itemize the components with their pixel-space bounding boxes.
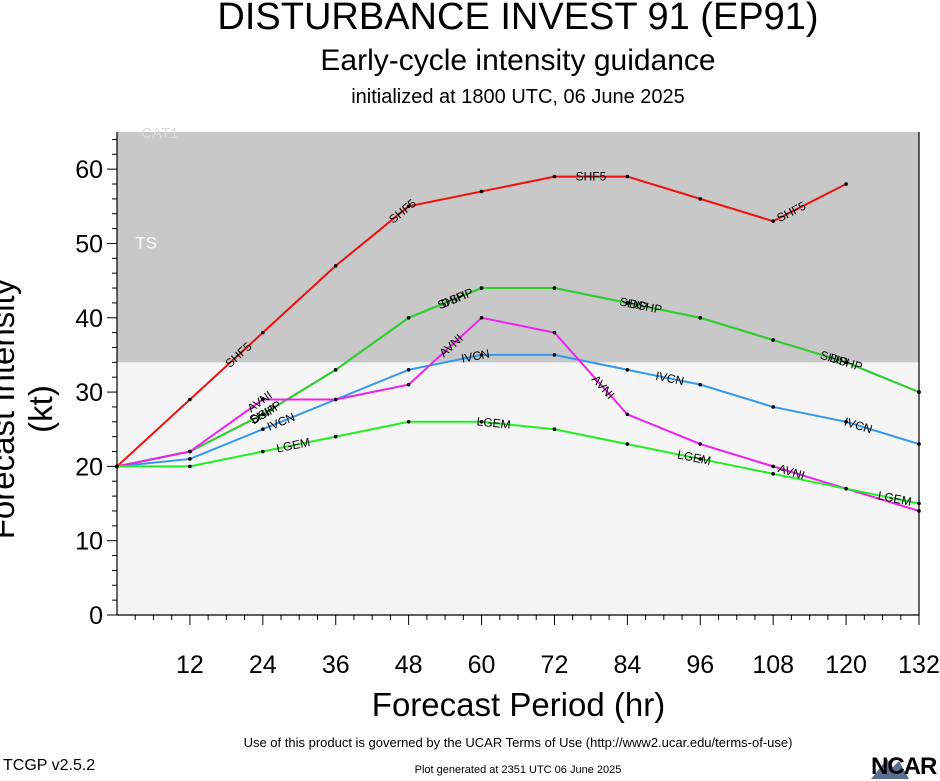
data-point-shf5 (698, 197, 703, 201)
y-tick-label: 0 (89, 602, 103, 630)
data-point-ship (406, 315, 411, 320)
x-tick-label: 12 (176, 651, 204, 679)
data-point-avni (625, 412, 630, 417)
data-point-avni (406, 382, 411, 387)
band-ts (117, 139, 919, 363)
data-point-lgem (771, 472, 775, 476)
series-label-lgem: LGEM (676, 447, 712, 468)
terms-of-use: Use of this product is governed by the U… (243, 735, 793, 750)
version-label: TCGP v2.5.2 (3, 757, 96, 774)
x-axis-label: Forecast Period (hr) (371, 686, 666, 723)
chart-title: DISTURBANCE INVEST 91 (EP91) (217, 0, 819, 38)
y-tick-label: 60 (75, 156, 103, 184)
data-point-lgem (698, 457, 703, 461)
data-point-ship (261, 412, 265, 417)
y-tick-label: 40 (75, 305, 103, 333)
series-label-lgem: LGEM (476, 414, 511, 431)
data-point-lgem (261, 449, 265, 454)
data-point-lgem (552, 427, 557, 432)
data-point-ship (844, 360, 848, 365)
x-tick-label: 108 (752, 651, 794, 679)
data-point-avni (771, 464, 775, 469)
data-point-lgem (844, 486, 848, 491)
init-time: initialized at 1800 UTC, 06 June 2025 (351, 86, 685, 108)
data-point-lgem (188, 464, 192, 469)
data-point-shf5 (844, 182, 848, 186)
y-tick-label: 10 (75, 528, 103, 556)
data-point-ivcn (698, 382, 703, 387)
data-point-ship (552, 286, 557, 290)
data-point-lgem (333, 434, 338, 439)
series-label-lgem: LGEM (877, 488, 913, 509)
ncar-logo-icon (871, 759, 909, 779)
x-tick-label: 120 (825, 651, 867, 679)
x-tick-label: 132 (898, 651, 940, 679)
data-point-shf5 (333, 263, 338, 268)
data-point-ivcn (625, 367, 630, 372)
data-point-ivcn (771, 405, 775, 409)
data-point-avni (552, 330, 557, 335)
series-label-ivcn: IVCN (654, 369, 685, 388)
data-point-ship (479, 286, 484, 290)
data-point-avni (698, 442, 703, 446)
series-line-lgem (117, 420, 920, 505)
x-tick-label: 84 (613, 651, 641, 679)
data-point-ivcn (552, 353, 557, 357)
band-cat1 (117, 132, 919, 140)
ncar-logo-text: NCAR (871, 753, 937, 780)
x-tick-label: 36 (322, 651, 350, 679)
data-point-avni (261, 397, 265, 402)
generated-time: Plot generated at 2351 UTC 06 June 2025 (414, 764, 622, 776)
y-tick-label: 30 (75, 379, 103, 407)
x-tick-label: 60 (468, 651, 496, 679)
data-point-lgem (406, 420, 411, 424)
data-point-lgem (479, 420, 484, 424)
series-label-ivcn: IVCN (460, 346, 491, 365)
data-point-ship (333, 367, 338, 372)
y-tick-label: 20 (75, 453, 103, 481)
x-tick-label: 96 (686, 651, 714, 679)
band-label-ts: TS (135, 234, 157, 253)
band-label-cat1: CAT1 (141, 125, 178, 142)
chart-subtitle: Early-cycle intensity guidance (320, 44, 716, 77)
x-tick-label: 24 (249, 651, 277, 679)
x-tick-label: 72 (541, 651, 569, 679)
data-point-ivcn (188, 457, 192, 461)
data-point-avni (333, 397, 338, 402)
data-point-shf5 (479, 189, 484, 194)
data-point-shf5 (552, 174, 557, 179)
y-tick-label: 50 (75, 230, 103, 258)
data-point-ship (698, 315, 703, 320)
y-axis-label: Forecast Intensity (kt) (0, 278, 59, 540)
data-point-ivcn (844, 420, 848, 424)
data-point-shf5 (771, 219, 775, 223)
series-label-lgem: LGEM (275, 435, 311, 456)
series-label-ship: SHIP (618, 294, 648, 313)
data-point-ivcn (479, 353, 484, 357)
data-point-shf5 (406, 204, 411, 209)
data-point-shf5 (625, 174, 630, 179)
data-point-ivcn (261, 427, 265, 432)
data-point-avni (479, 315, 484, 320)
data-point-lgem (625, 442, 630, 446)
data-point-ivcn (406, 367, 411, 372)
data-point-shf5 (188, 397, 192, 402)
data-point-ship (771, 338, 775, 342)
x-tick-label: 48 (395, 651, 423, 679)
data-point-shf5 (261, 330, 265, 335)
series-line-ivcn (116, 353, 920, 468)
data-point-avni (188, 449, 192, 454)
series-line-avni (116, 316, 920, 512)
series-line-ship (116, 287, 920, 468)
data-point-ship (625, 301, 630, 305)
series-label-shf5: SHF5 (576, 170, 607, 184)
series-label-dshp: DSHP (628, 296, 663, 316)
